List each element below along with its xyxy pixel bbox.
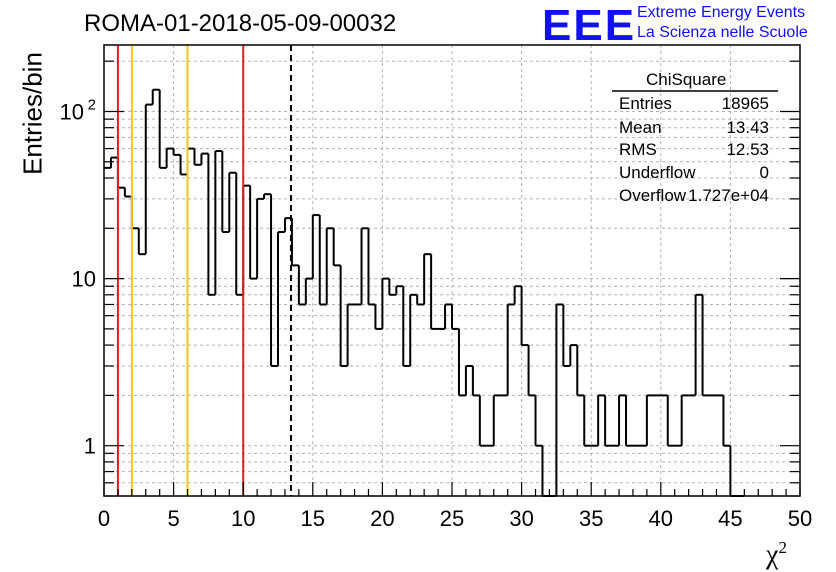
histogram-bars — [104, 88, 745, 497]
x-tick-label: 30 — [509, 506, 533, 531]
stat-rms-label: RMS — [619, 140, 657, 159]
logo-line-1: Extreme Energy Events — [637, 4, 806, 21]
chart-title: ROMA-01-2018-05-09-00032 — [84, 10, 397, 37]
axis-ticks — [103, 60, 801, 497]
y-tick-label: 10 — [60, 99, 84, 124]
x-axis-label: χ2 — [766, 538, 787, 571]
stat-entries-value: 18965 — [721, 94, 769, 113]
x-tick-label: 15 — [301, 506, 325, 531]
grid — [104, 45, 800, 497]
stat-underflow-label: Underflow — [619, 163, 696, 182]
stat-entries-label: Entries — [619, 94, 672, 113]
logo-line-2: La Scienza nelle Scuole — [637, 24, 808, 41]
reference-lines — [116, 45, 292, 496]
x-tick-label: 25 — [440, 506, 464, 531]
stat-mean-value: 13.43 — [726, 118, 769, 137]
x-tick-label: 5 — [167, 506, 179, 531]
x-tick-label: 20 — [370, 506, 394, 531]
y-tick-label: 10 — [72, 267, 96, 292]
x-tick-label: 40 — [649, 506, 673, 531]
x-tick-label: 45 — [718, 506, 742, 531]
y-tick-label: 1 — [84, 434, 96, 459]
y-tick-label-exponent: 2 — [88, 96, 96, 113]
stat-overflow-label: Overflow — [619, 186, 687, 205]
stat-underflow-value: 0 — [759, 163, 769, 182]
x-tick-label: 50 — [788, 506, 812, 531]
stat-mean-label: Mean — [619, 118, 662, 137]
x-tick-label: 10 — [231, 506, 255, 531]
eee-logo: EEE — [542, 1, 637, 50]
x-tick-label: 35 — [579, 506, 603, 531]
stat-rms-value: 12.53 — [726, 140, 769, 159]
stat-overflow-value: 1.727e+04 — [688, 186, 769, 205]
x-tick-label: 0 — [98, 506, 110, 531]
stats-box-title: ChiSquare — [646, 70, 727, 89]
y-axis-label: Entries/bin — [17, 52, 48, 175]
